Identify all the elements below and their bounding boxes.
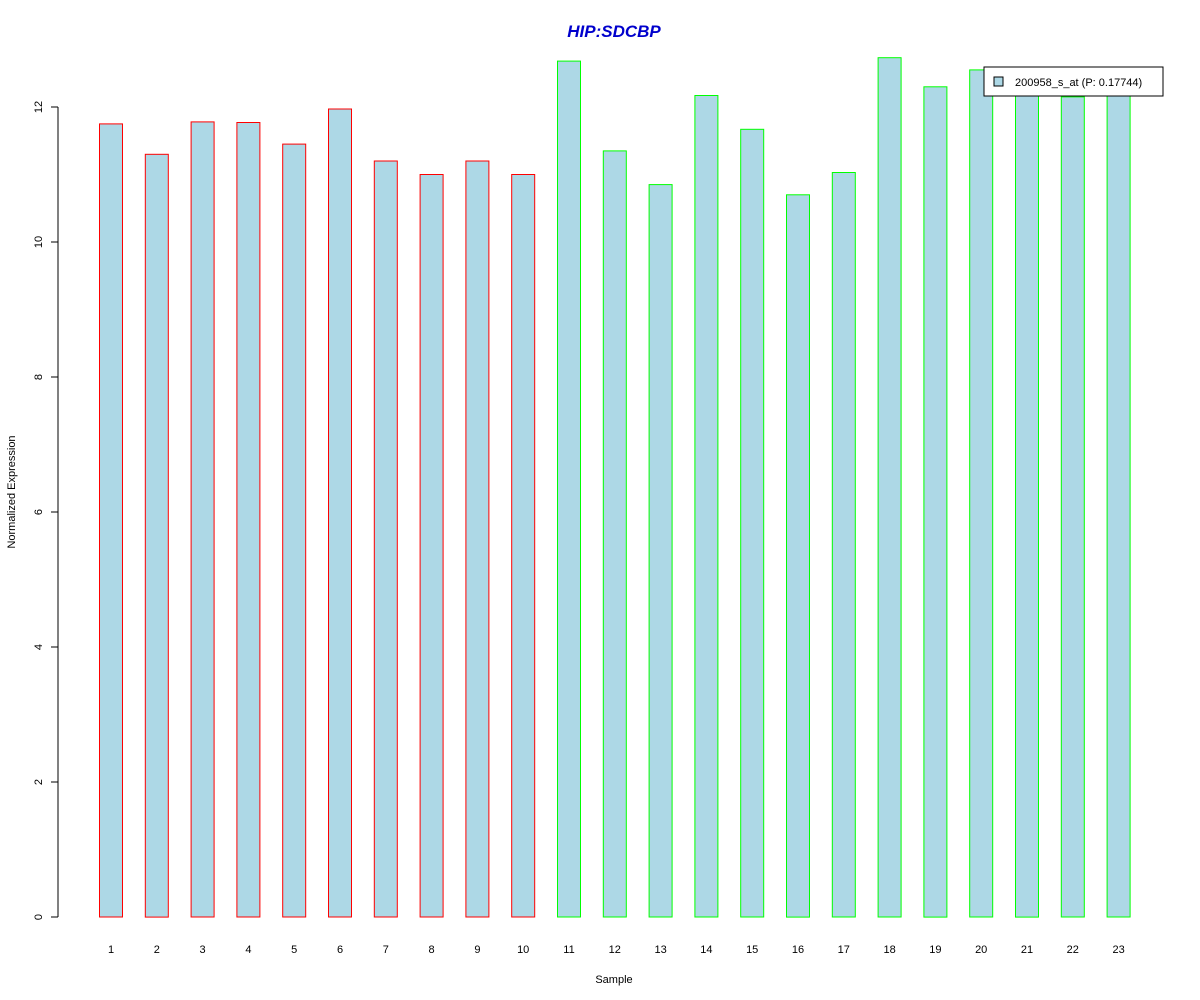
bar bbox=[1060, 96, 1085, 918]
bar bbox=[648, 184, 673, 918]
bar bbox=[786, 194, 810, 918]
bar bbox=[511, 174, 536, 918]
bar bbox=[99, 123, 123, 918]
bar bbox=[694, 95, 719, 918]
x-tick-label: 3 bbox=[200, 944, 206, 956]
x-tick-label: 5 bbox=[291, 944, 297, 956]
chart-title: HIP:SDCBP bbox=[567, 22, 661, 41]
bar bbox=[557, 60, 581, 918]
legend-box bbox=[983, 66, 1164, 97]
bar bbox=[328, 108, 352, 918]
bar bbox=[419, 174, 444, 918]
x-tick-label: 20 bbox=[975, 944, 987, 956]
bar bbox=[282, 143, 307, 918]
bar bbox=[969, 69, 994, 918]
x-tick-label: 19 bbox=[929, 944, 941, 956]
x-tick-label: 11 bbox=[563, 944, 574, 956]
y-tick-label: 8 bbox=[33, 374, 45, 380]
bar bbox=[1015, 86, 1039, 918]
x-tick-label: 21 bbox=[1021, 944, 1033, 956]
x-tick-label: 1 bbox=[108, 944, 114, 956]
y-tick-label: 0 bbox=[33, 914, 45, 920]
bar bbox=[373, 160, 398, 918]
y-axis-label: Normalized Expression bbox=[6, 435, 18, 548]
x-tick-label: 18 bbox=[883, 944, 895, 956]
x-tick-label: 6 bbox=[337, 944, 343, 956]
x-tick-label: 9 bbox=[474, 944, 480, 956]
bars bbox=[99, 57, 1131, 918]
x-tick-label: 4 bbox=[245, 944, 251, 956]
x-axis-label: Sample bbox=[595, 974, 632, 986]
bar bbox=[602, 150, 627, 918]
x-tick-label: 14 bbox=[700, 944, 712, 956]
x-tick-label: 22 bbox=[1067, 944, 1079, 956]
x-tick-label: 2 bbox=[154, 944, 160, 956]
x-tick-label: 13 bbox=[654, 944, 666, 956]
bar bbox=[877, 57, 902, 918]
legend-swatch bbox=[993, 76, 1004, 87]
x-tick-label: 12 bbox=[609, 944, 621, 956]
y-axis: 0 2 4 6 8 10 12 bbox=[33, 101, 59, 920]
bar bbox=[144, 153, 169, 918]
x-axis: 1 2 3 4 5 6 7 8 9 10 11 12 13 14 15 16 17 18 19 20 21 22 23 bbox=[108, 944, 1125, 956]
bar bbox=[465, 160, 490, 918]
x-tick-label: 16 bbox=[792, 944, 804, 956]
legend-label: 200958_s_at (P: 0.17744) bbox=[1015, 77, 1142, 89]
x-tick-label: 8 bbox=[429, 944, 435, 956]
bar bbox=[740, 128, 765, 918]
bar bbox=[190, 121, 215, 918]
x-tick-label: 10 bbox=[517, 944, 529, 956]
y-tick-label: 10 bbox=[33, 236, 45, 248]
x-tick-label: 17 bbox=[838, 944, 850, 956]
legend: 200958_s_at (P: 0.17744) bbox=[983, 66, 1164, 97]
bar bbox=[1106, 89, 1131, 918]
y-tick-label: 12 bbox=[33, 101, 45, 113]
bar bbox=[831, 172, 856, 918]
bar bbox=[236, 122, 261, 918]
y-tick-label: 2 bbox=[33, 779, 45, 785]
x-tick-label: 7 bbox=[383, 944, 389, 956]
y-tick-label: 4 bbox=[33, 644, 45, 650]
y-tick-label: 6 bbox=[33, 509, 45, 515]
x-tick-label: 23 bbox=[1112, 944, 1124, 956]
bar bbox=[923, 86, 948, 918]
x-tick-label: 15 bbox=[746, 944, 758, 956]
